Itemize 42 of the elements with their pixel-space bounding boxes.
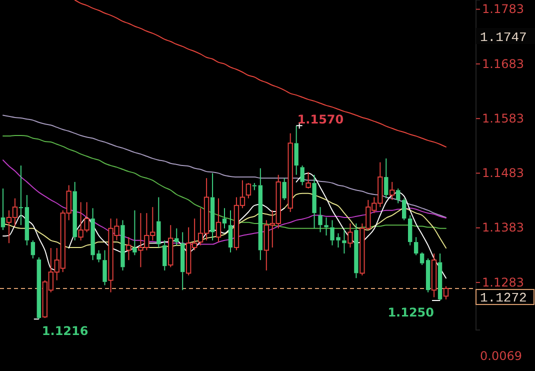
candlestick xyxy=(102,250,107,286)
candlestick xyxy=(408,214,412,246)
candlestick xyxy=(222,208,227,229)
y-tick-label: 1.1683 xyxy=(482,56,524,71)
annotation: 1.1216 xyxy=(42,324,88,338)
candlestick xyxy=(120,220,125,271)
candlestick xyxy=(126,236,132,261)
candlestick xyxy=(258,168,263,261)
candlestick xyxy=(288,132,293,212)
candlestick xyxy=(431,253,437,298)
line-series xyxy=(74,0,447,148)
candlestick xyxy=(132,210,137,256)
candlestick xyxy=(180,232,185,291)
y-tick-label: 1.1383 xyxy=(482,220,524,235)
candlestick xyxy=(72,181,77,241)
candlestick xyxy=(294,125,298,176)
candlestick xyxy=(0,188,6,231)
text: 1.1747 xyxy=(480,30,527,45)
ref-line-label: 1.1272 xyxy=(480,290,527,306)
candlestick xyxy=(354,222,358,279)
candlestick xyxy=(174,228,179,246)
candlestick xyxy=(348,222,353,248)
candlestick xyxy=(162,240,167,271)
candlestick xyxy=(24,194,30,246)
candlestick xyxy=(384,158,388,199)
candlestick xyxy=(228,210,233,253)
candlestick xyxy=(210,172,215,241)
annotation: 1.1570 xyxy=(297,112,344,127)
candlestick xyxy=(312,174,316,229)
candlestick xyxy=(390,181,395,200)
candlestick xyxy=(216,198,222,243)
text: 0.0069 xyxy=(480,349,522,363)
y-tick-label: 1.1283 xyxy=(482,275,524,290)
annotation: 1.1250 xyxy=(388,305,434,320)
candlestick xyxy=(342,230,346,254)
y-tick-label: 1.1583 xyxy=(482,111,524,126)
candlestick xyxy=(324,216,328,236)
y-tick-label: 1.1783 xyxy=(482,2,524,16)
candlestick xyxy=(156,196,161,248)
candlestick xyxy=(318,206,322,233)
y-tick-label: 1.1483 xyxy=(482,166,524,180)
line-series xyxy=(2,114,447,218)
